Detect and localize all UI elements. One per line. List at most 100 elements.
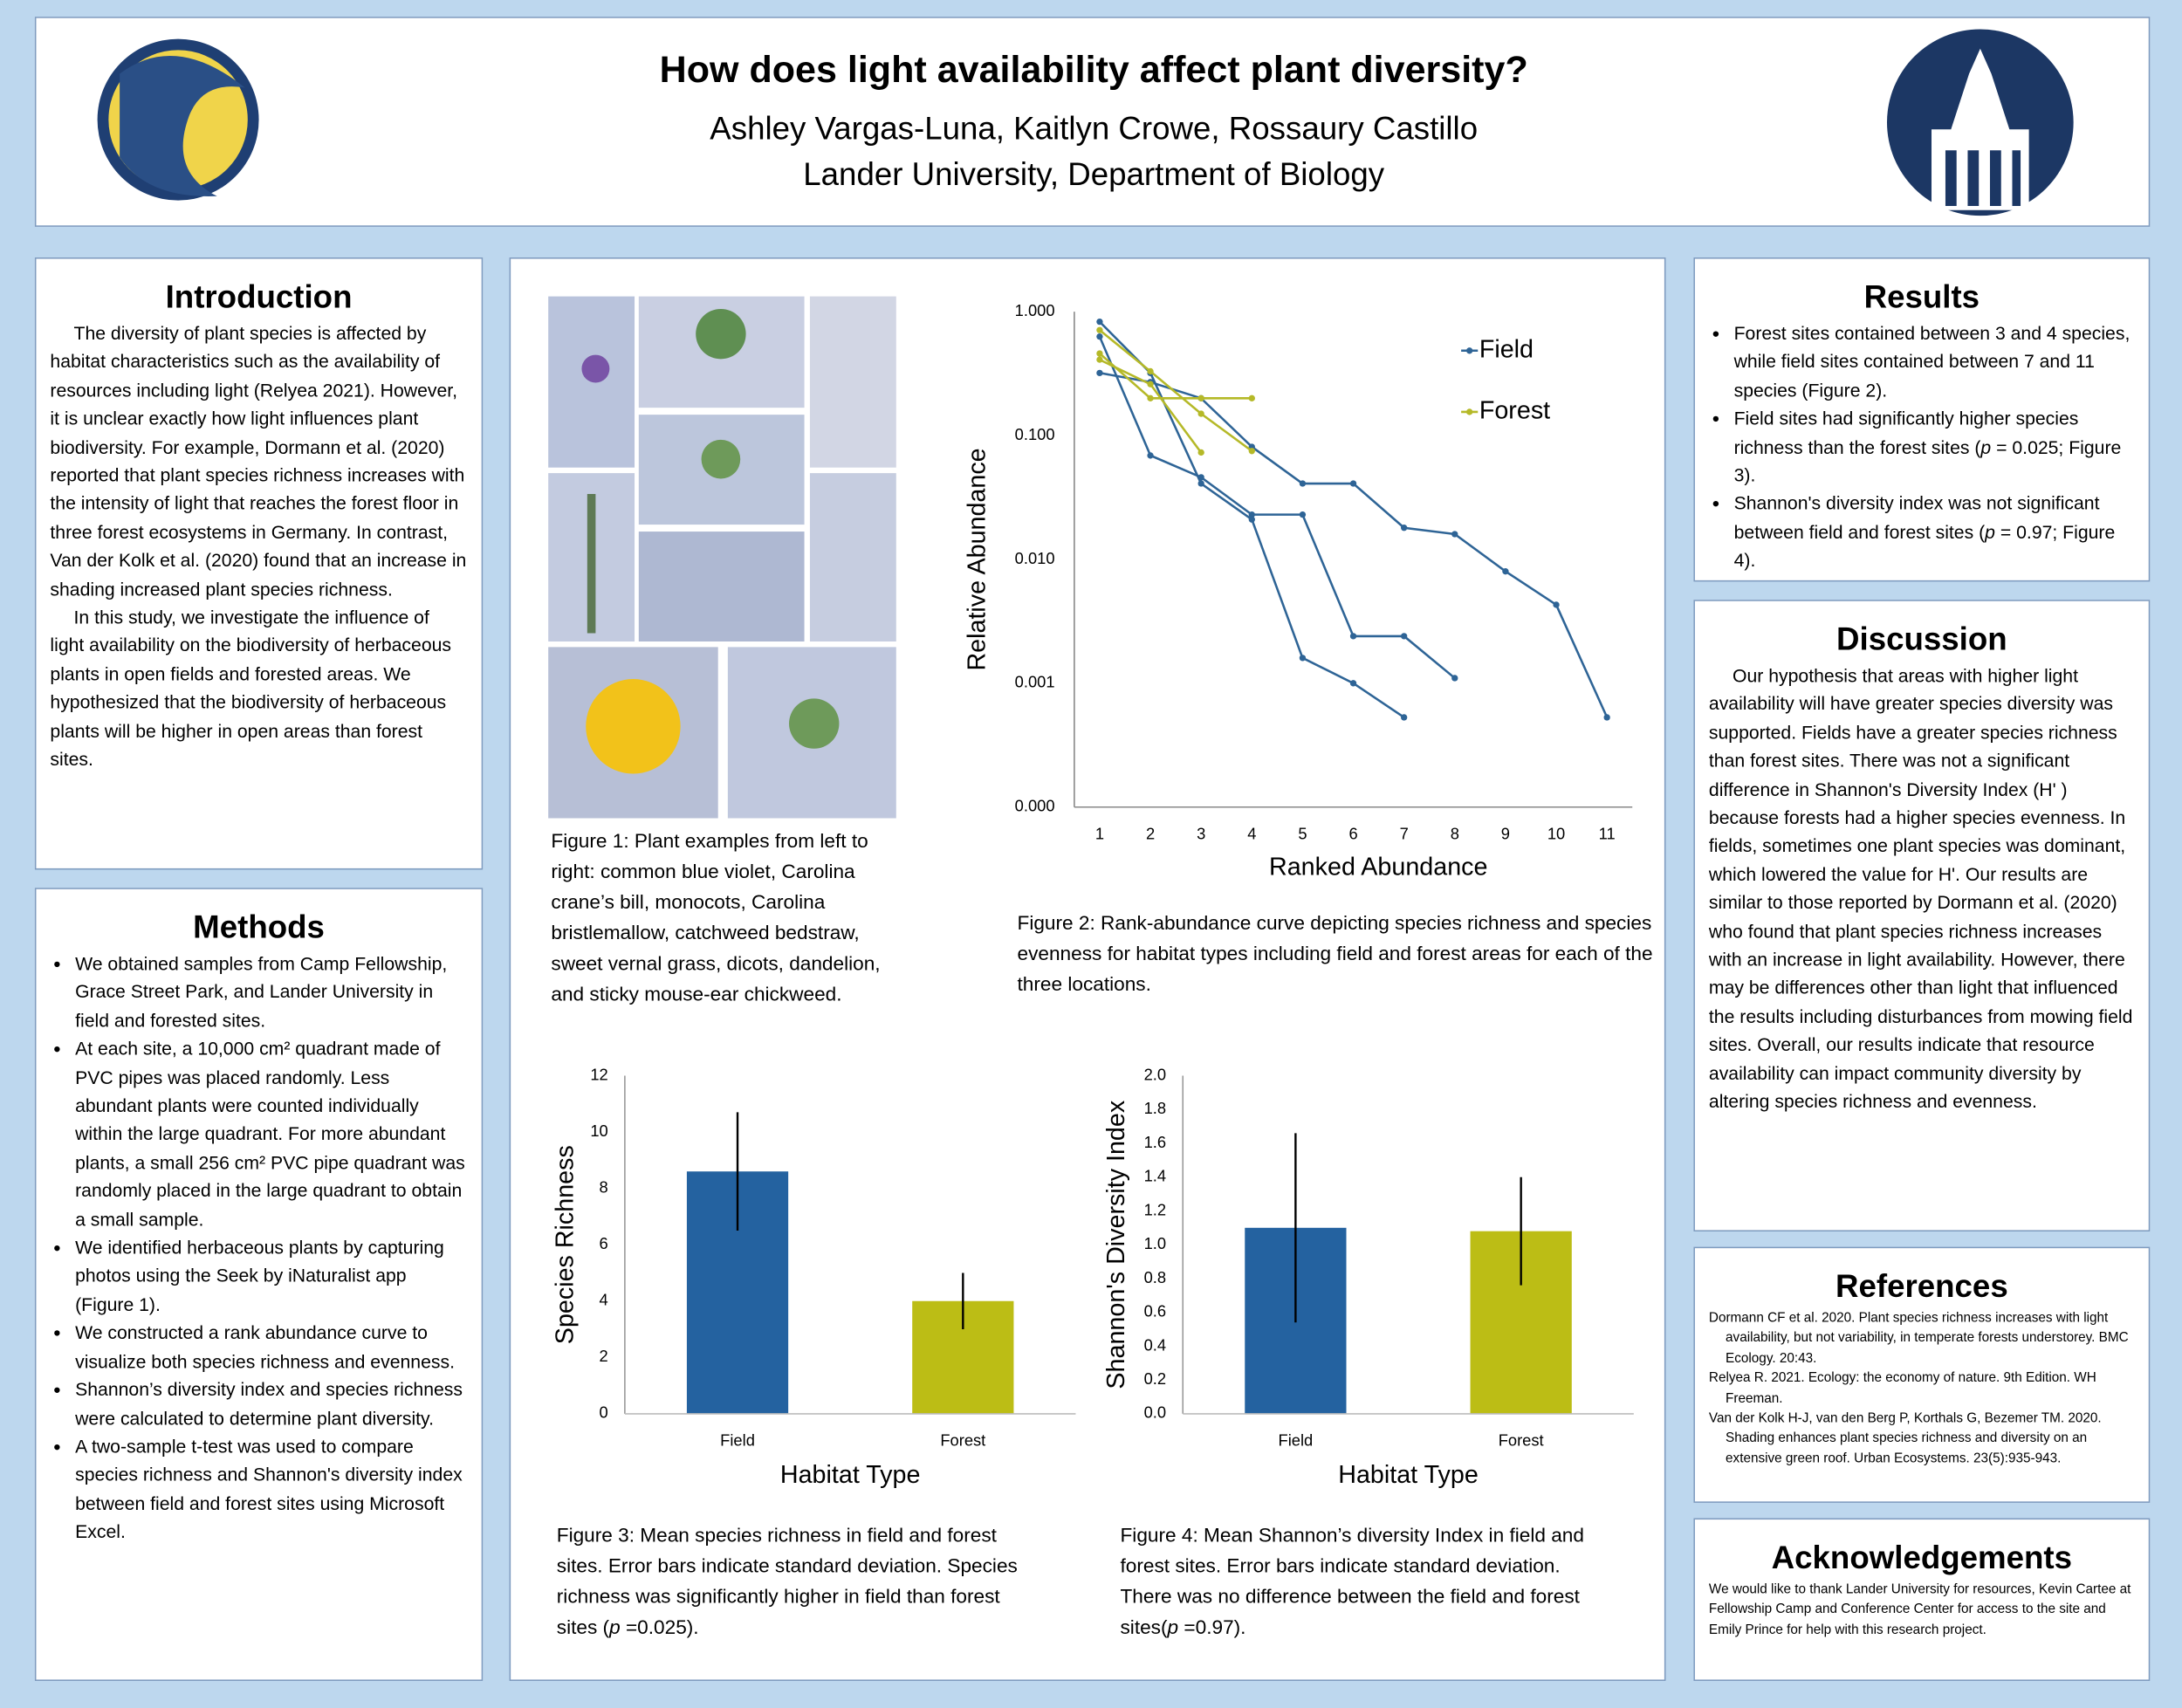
line-marker (1299, 511, 1307, 518)
section-heading: Methods (193, 909, 325, 945)
logos (97, 29, 2074, 216)
x-axis-label: Ranked Abundance (1269, 853, 1487, 881)
x-tick-label: 10 (1547, 824, 1565, 842)
line-marker (1401, 633, 1408, 640)
line-marker (1299, 480, 1307, 487)
y-tick-label: 0.010 (1015, 549, 1055, 567)
right-logo-windows (1945, 150, 2021, 206)
text-run: =0.97). (1178, 1616, 1246, 1640)
photo-detail (586, 679, 681, 774)
y-tick-label: 2 (600, 1347, 608, 1365)
text-run: Field sites had significantly higher spe… (1733, 408, 2079, 457)
bullet-item: Field sites had significantly higher spe… (1734, 405, 2135, 490)
section-heading: References (1835, 1267, 2008, 1304)
y-tick-label: 10 (590, 1122, 607, 1140)
x-tick-label: 3 (1197, 824, 1205, 842)
line-marker (1147, 452, 1154, 459)
line-marker (1451, 675, 1458, 682)
x-tick-label: 7 (1400, 824, 1409, 842)
x-tick-label: 8 (1451, 824, 1459, 842)
y-tick-label: 0.001 (1015, 673, 1055, 691)
section-heading: Discussion (1836, 621, 2007, 657)
y-tick-label: 8 (600, 1177, 608, 1196)
photo-detail (789, 698, 840, 749)
photo-detail (696, 308, 746, 360)
line-marker (1147, 381, 1154, 388)
bullet-item: Forest sites contained between 3 and 4 s… (1734, 320, 2135, 406)
figure-caption: Figure 3: Mean species richness in field… (557, 1521, 1037, 1643)
results-panel: Results Forest sites contained between 3… (1693, 257, 2151, 582)
reference: Dormann CF et al. 2020. Plant species ri… (1708, 1310, 2129, 1367)
italic-text: p (1167, 1616, 1179, 1640)
acknowledgements-panel: Acknowledgements We would like to thank … (1693, 1518, 2151, 1682)
bullet-item: Shannon's diversity index was not signif… (1734, 490, 2135, 576)
y-tick-label: 1.2 (1144, 1200, 1166, 1218)
line-marker (1096, 356, 1103, 363)
line-marker (1553, 601, 1560, 608)
x-axis-label: Habitat Type (1338, 1461, 1479, 1489)
bullet-item: We obtained samples from Camp Fellowship… (75, 950, 468, 1036)
bullet-list: Forest sites contained between 3 and 4 s… (1709, 320, 2135, 576)
x-tick-label: 2 (1146, 824, 1155, 842)
line-marker (1349, 633, 1357, 640)
reference: Van der Kolk H-J, van den Berg P, Kortha… (1708, 1410, 2102, 1467)
y-axis-label: Species Richness (551, 1145, 579, 1344)
line-marker (1197, 449, 1204, 456)
section-heading: Acknowledgements (1771, 1539, 2073, 1575)
legend-swatch (1466, 347, 1473, 354)
x-axis-label: Habitat Type (780, 1461, 921, 1489)
y-tick-label: 4 (600, 1291, 608, 1309)
line-marker (1349, 680, 1357, 687)
x-tick-label: Field (1279, 1431, 1314, 1450)
y-tick-label: 1.0 (1144, 1234, 1166, 1252)
line-marker (1147, 394, 1154, 401)
line-marker (1197, 410, 1204, 417)
y-tick-label: 1.4 (1144, 1167, 1166, 1185)
text-run: Shannon's diversity index was not signif… (1733, 493, 2100, 543)
bullet-item: We constructed a rank abundance curve to… (75, 1320, 468, 1376)
line-marker (1197, 480, 1204, 487)
discussion-panel: Discussion Our hypothesis that areas wit… (1693, 600, 2151, 1232)
y-tick-label: 0.100 (1015, 425, 1055, 443)
y-tick-label: 12 (590, 1065, 607, 1083)
series-line (1099, 353, 1252, 400)
authors: Ashley Vargas-Luna, Kaitlyn Crowe, Rossa… (710, 109, 1479, 147)
line-marker (1096, 326, 1103, 333)
photo (809, 296, 896, 468)
bullet-list: We obtained samples from Camp Fellowship… (50, 950, 467, 1547)
section-body: The diversity of plant species is affect… (50, 320, 467, 775)
y-axis-label: Shannon's Diversity Index (1102, 1100, 1130, 1389)
line-marker (1147, 367, 1154, 375)
figure-caption: Figure 4: Mean Shannon’s diversity Index… (1120, 1521, 1600, 1643)
y-tick-label: 0.2 (1144, 1369, 1166, 1388)
text-run: Forest sites contained between 3 and 4 s… (1733, 322, 2131, 401)
italic-text: p (1985, 521, 1995, 543)
line-marker (1096, 350, 1103, 357)
section-body: Our hypothesis that areas with higher li… (1709, 662, 2135, 1117)
y-axis-label: Relative Abundance (963, 448, 991, 670)
photo-detail (581, 354, 610, 383)
line-marker (1299, 655, 1307, 662)
x-tick-label: 6 (1348, 824, 1357, 842)
legend-label: Field (1479, 335, 1534, 363)
line-marker (1349, 480, 1357, 487)
series-line (1099, 329, 1253, 452)
y-tick-label: 0.6 (1144, 1302, 1166, 1320)
legend-swatch (1466, 408, 1473, 415)
line-marker (1248, 448, 1255, 455)
legend-label: Forest (1479, 397, 1550, 425)
x-tick-label: 5 (1298, 824, 1307, 842)
italic-text: p (1980, 436, 1992, 457)
x-tick-label: 1 (1095, 824, 1104, 842)
bullet-item: Shannon’s diversity index and species ri… (75, 1376, 468, 1433)
paragraph: Our hypothesis that areas with higher li… (1708, 665, 2133, 1113)
y-tick-label: 0.8 (1144, 1268, 1166, 1286)
text-run: Figure 4: Mean Shannon’s diversity Index… (1120, 1525, 1584, 1640)
text-run: = 0.97; Figure 4). (1733, 521, 2116, 572)
line-marker (1248, 511, 1255, 518)
affiliation: Lander University, Department of Biology (803, 155, 1385, 193)
paragraph: The diversity of plant species is affect… (50, 322, 467, 600)
line-marker (1401, 525, 1408, 532)
